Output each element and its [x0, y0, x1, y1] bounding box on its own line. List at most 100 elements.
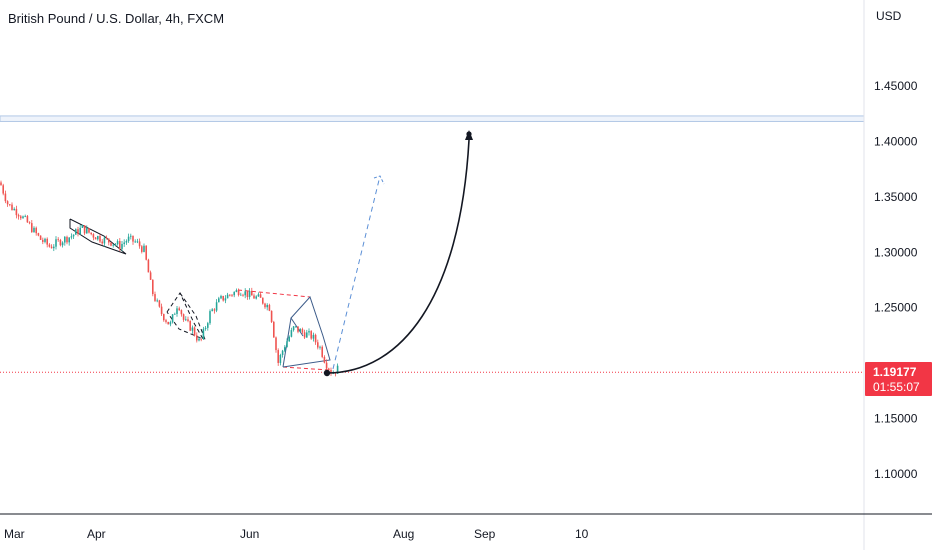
candle-body: [77, 229, 79, 235]
candle-body: [209, 311, 211, 324]
pattern-bottom-line: [282, 366, 330, 371]
candle-body: [328, 368, 330, 371]
candle-body: [59, 240, 62, 246]
candle-body: [57, 239, 59, 241]
candle-body: [48, 244, 51, 247]
candle-body: [145, 245, 147, 260]
zigzag-pattern: [166, 291, 205, 341]
resistance-zone-rect[interactable]: [0, 115, 865, 122]
candle-body: [97, 236, 99, 240]
candle-body: [198, 338, 200, 341]
candle-body: [94, 237, 97, 240]
time-tick-label: Aug: [393, 527, 414, 541]
candle-body: [110, 242, 112, 246]
candle-body: [303, 332, 306, 338]
candle-body: [141, 246, 143, 252]
price-axis[interactable]: 1.450001.400001.350001.300001.250001.200…: [874, 79, 918, 481]
price-tick-label: 1.15000: [874, 412, 918, 426]
candle-body: [152, 279, 154, 295]
plot-area[interactable]: [0, 0, 864, 514]
candle-body: [68, 237, 70, 243]
candle-body: [330, 370, 332, 374]
candle-body: [116, 241, 119, 245]
last-price-value: 1.19177: [873, 365, 917, 379]
candle-body: [83, 225, 86, 234]
last-price-countdown: 01:55:07: [873, 380, 920, 394]
candle-body: [299, 329, 301, 332]
candle-body: [220, 295, 222, 299]
candle-body: [163, 314, 165, 321]
candle-body: [306, 332, 308, 338]
candle-body: [33, 227, 35, 233]
time-tick-label: Sep: [474, 527, 496, 541]
time-axis[interactable]: Mar Apr Jun Aug Sep 10: [4, 527, 589, 541]
candle-body: [242, 294, 244, 296]
candle-body: [251, 290, 253, 296]
flag-inner: [290, 317, 304, 337]
wedge-pattern: [69, 218, 127, 255]
candle-body: [138, 241, 141, 247]
candle-body: [323, 356, 326, 363]
candle-body: [28, 222, 31, 224]
candle-body: [264, 303, 266, 308]
candle-body: [130, 235, 132, 237]
candle-body: [200, 338, 202, 340]
candle-body: [2, 185, 4, 194]
price-axis-currency: USD: [876, 9, 902, 23]
price-tick-label: 1.25000: [874, 301, 918, 315]
candle-body: [92, 234, 95, 238]
candle-body: [114, 244, 117, 246]
candle-body: [319, 346, 321, 348]
candle-body: [191, 327, 194, 331]
candle-body: [26, 216, 29, 223]
resistance-zone[interactable]: [0, 115, 865, 122]
candle-body: [207, 323, 209, 328]
last-price-tag: 1.19177 01:55:07: [865, 362, 932, 396]
candle-body: [226, 294, 229, 299]
candle-body: [160, 306, 163, 315]
candle-body: [237, 290, 240, 296]
candle-body: [105, 237, 108, 239]
candle-body: [273, 321, 275, 338]
candle-body: [187, 319, 189, 321]
candle-body: [174, 313, 176, 315]
candle-body: [253, 295, 255, 299]
candle-body: [321, 346, 323, 357]
candle-body: [112, 244, 114, 246]
projection-dashed-line: [332, 175, 381, 370]
price-tick-label: 1.40000: [874, 134, 918, 148]
projection-dashed-arrowhead: [373, 175, 385, 185]
pattern-top-line: [237, 289, 311, 298]
candle-body: [35, 227, 37, 234]
candle-body: [257, 294, 260, 297]
candle-body: [123, 242, 125, 244]
candle-body: [235, 290, 238, 292]
candle-body: [202, 328, 205, 339]
projection-curve: [326, 139, 470, 374]
candle-body: [158, 300, 161, 307]
projection-dashed-arrow: [332, 175, 385, 370]
candle-body: [15, 208, 18, 216]
price-tick-label: 1.45000: [874, 79, 918, 93]
candle-body: [55, 239, 57, 247]
candle-body: [325, 362, 328, 369]
candle-body: [229, 294, 231, 296]
candle-body: [90, 232, 92, 235]
candle-body: [37, 233, 40, 236]
candle-body: [13, 208, 15, 211]
candle-body: [312, 334, 315, 339]
candle-body: [20, 216, 22, 219]
candle-body: [169, 322, 172, 325]
candle-body: [70, 236, 73, 238]
time-tick-label: Jun: [240, 527, 259, 541]
candle-body: [17, 215, 20, 217]
candle-body: [46, 238, 48, 245]
candle-body: [99, 236, 101, 242]
candle-body: [268, 304, 271, 311]
candle-body: [310, 331, 312, 339]
candle-body: [275, 337, 277, 351]
candle-body: [301, 329, 304, 333]
candle-body: [81, 225, 84, 228]
